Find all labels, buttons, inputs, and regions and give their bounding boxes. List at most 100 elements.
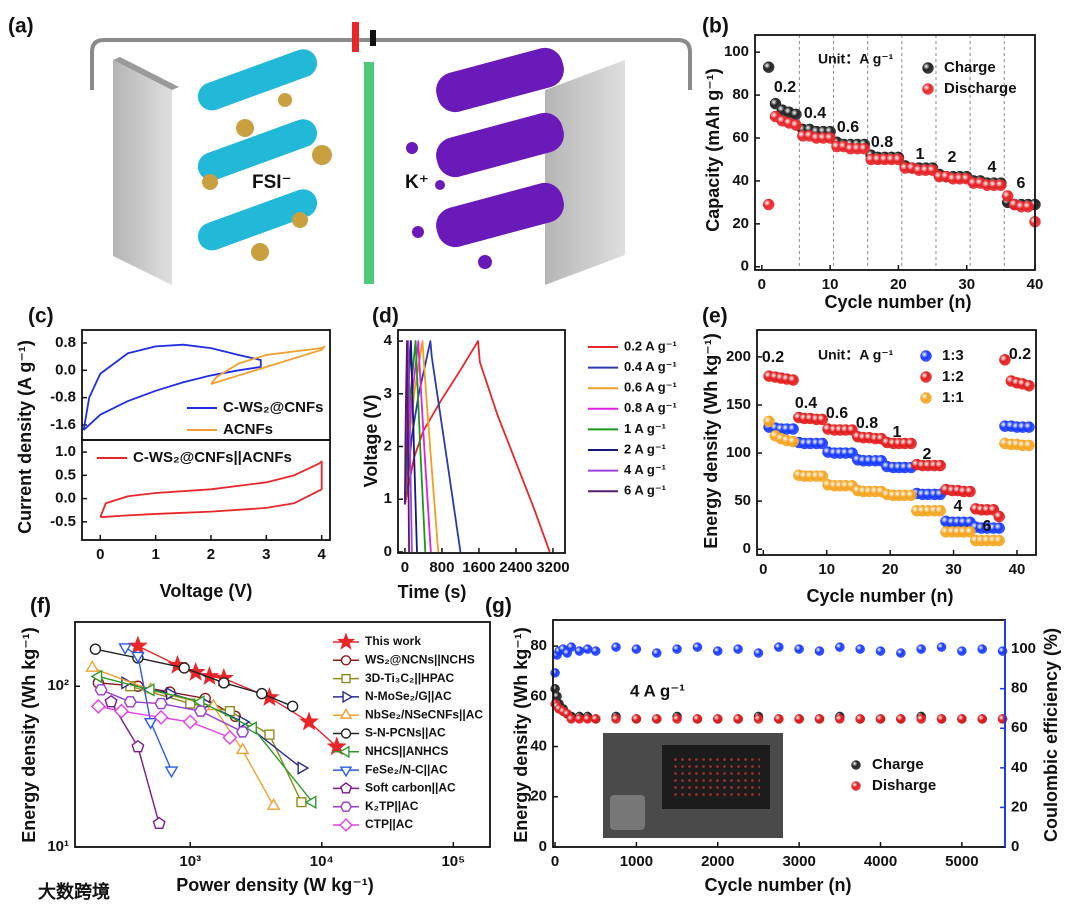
data-point (153, 709, 169, 725)
data-point (123, 696, 137, 708)
data-point (339, 707, 353, 719)
data-point (787, 435, 799, 448)
data-point (142, 682, 155, 697)
legend-label: WS₂@NCNs||NCHS (365, 652, 475, 666)
y-tick-label: 0 (743, 540, 751, 557)
data-point (774, 642, 784, 652)
y-tick-label: 150 (726, 396, 751, 413)
data-point (713, 714, 723, 724)
y-tick-label: -0.5 (50, 513, 76, 530)
legend-label: C-WS₂@CNFs||ACNFs (133, 449, 292, 466)
data-point (858, 142, 871, 155)
data-point (590, 646, 601, 656)
anion-ball (292, 212, 308, 228)
legend-label: NHCS||ANHCS (365, 744, 448, 758)
plot-frame (756, 329, 1037, 556)
annotation: 0.2 (1009, 346, 1031, 363)
fiber (197, 119, 318, 181)
x-tick-label: 1600 (462, 559, 495, 576)
legend-label: K₂TP||AC (365, 799, 419, 813)
fiber (436, 182, 564, 248)
anion-ball (251, 243, 269, 261)
data-point (905, 489, 917, 502)
legend-label: 1 A g⁻¹ (624, 421, 666, 436)
y-tick-label: 60 (530, 687, 547, 704)
cathode-fibers (436, 47, 564, 248)
x-tick-label: 0 (401, 559, 409, 576)
x-tick-label: 0 (758, 276, 766, 293)
data-point (194, 705, 208, 717)
annotation: 0.6 (837, 119, 859, 136)
x-tick-label: 10⁴ (310, 853, 334, 870)
y2-axis-title: Coulombic efficiency (%) (1041, 628, 1061, 842)
data-point (762, 61, 775, 73)
y-tick-label: 2 (384, 437, 392, 454)
x-tick-label: 3 (262, 546, 270, 563)
anode-plate-edge (113, 57, 179, 90)
anions (202, 93, 332, 261)
y2-tick-label: 40 (1011, 759, 1028, 776)
data-point (774, 714, 784, 724)
y-tick-label: 1 (384, 490, 392, 507)
data-point (297, 761, 310, 775)
x-tick-label: 20 (890, 276, 907, 293)
anode-plate (113, 60, 172, 285)
data-point (340, 728, 352, 739)
plot-frame (754, 34, 1036, 271)
y-axis-title: Energy density (Wh kg⁻¹) (701, 333, 721, 549)
y-axis-title: Current density (A g⁻¹) (15, 340, 35, 534)
annotation: 2 (923, 446, 932, 463)
data-point (934, 459, 947, 472)
data-point (340, 801, 352, 812)
cation-label: K⁺ (405, 172, 429, 193)
annotation: Unit：A g⁻¹ (818, 51, 894, 67)
watermark: 大数跨境 (38, 881, 110, 902)
data-point (936, 714, 947, 724)
separator (364, 62, 374, 284)
data-point (977, 714, 987, 724)
data-point (995, 179, 1007, 191)
annotation: 0.8 (871, 134, 893, 151)
data-point (916, 644, 926, 654)
legend-label: S-N-PCNs||AC (365, 726, 446, 740)
legend-label: 6 A g⁻¹ (624, 483, 666, 498)
y2-tick-label: 80 (1011, 680, 1028, 697)
plot-frame (81, 439, 331, 541)
data-point (574, 646, 585, 656)
x-tick-label: 10⁵ (441, 853, 465, 870)
data-point (90, 698, 106, 714)
data-point (936, 642, 947, 652)
x-tick-label: 1000 (620, 853, 653, 870)
data-point (340, 782, 352, 794)
data-point (264, 729, 275, 740)
x-tick-label: 2000 (701, 853, 734, 870)
annotation: 4 (988, 159, 997, 176)
x-tick-label: 4 (318, 546, 327, 563)
legend-label: C-WS₂@CNFs (223, 399, 323, 416)
anion-ball (236, 119, 254, 137)
series-line (124, 646, 173, 771)
y-tick-label: 0.0 (55, 361, 76, 378)
series-line (404, 340, 462, 553)
photo-device (610, 795, 645, 830)
data-point (875, 646, 886, 656)
data-point (340, 655, 352, 666)
x-tick-label: 40 (1027, 276, 1044, 293)
annotation: 0.4 (804, 105, 826, 122)
y-tick-label: 0 (384, 543, 392, 560)
x-tick-label: 4000 (864, 853, 897, 870)
data-point (339, 766, 353, 778)
data-point (794, 714, 804, 724)
legend-label: Charge (944, 59, 996, 76)
annotation: 0.8 (856, 415, 878, 432)
y-tick-label: 40 (530, 738, 547, 755)
data-point (835, 714, 845, 724)
series-line (210, 345, 326, 385)
annotation: 0.2 (762, 349, 784, 366)
series-line (82, 343, 262, 431)
cation-ball (435, 180, 445, 190)
circuit-wire (90, 38, 692, 90)
data-point (304, 795, 317, 810)
battery-negative (370, 30, 376, 46)
